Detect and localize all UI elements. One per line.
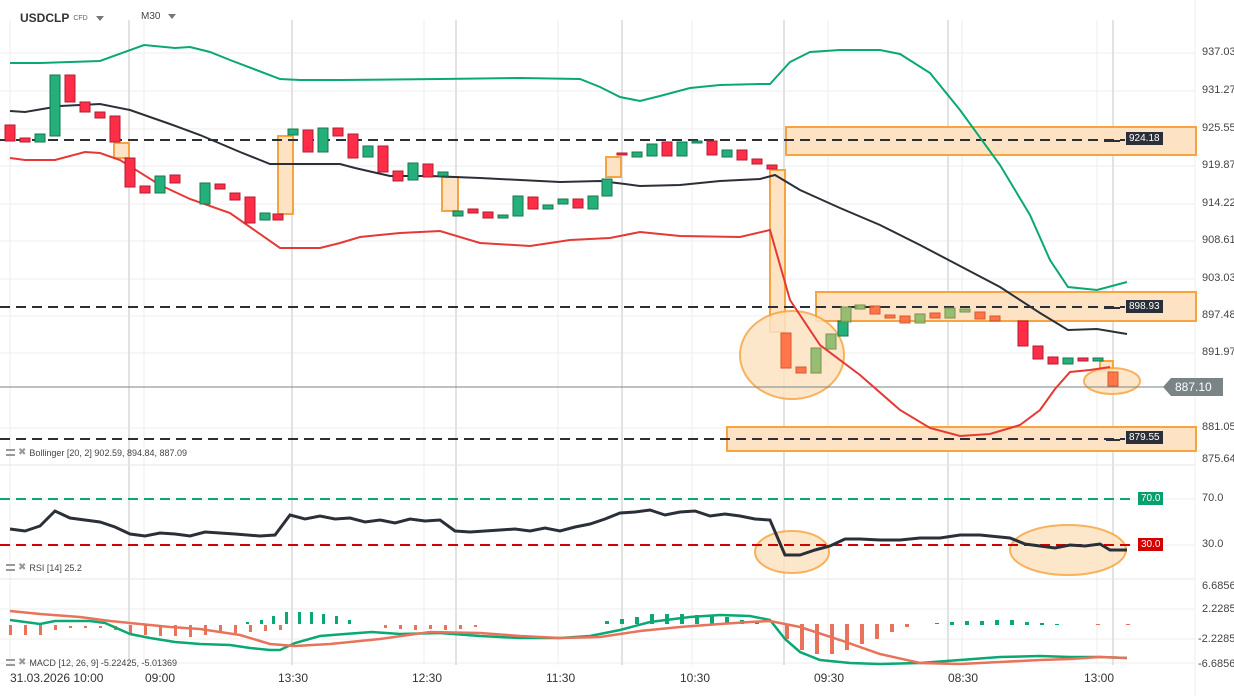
- settings-icon[interactable]: [6, 449, 15, 456]
- macd-tick: -2.22854: [1198, 633, 1234, 645]
- price-tick: 891.97: [1202, 346, 1234, 358]
- close-icon[interactable]: ✖: [18, 447, 27, 458]
- symbol-selector[interactable]: USDCLP CFD: [20, 11, 104, 25]
- close-icon[interactable]: ✖: [18, 657, 27, 668]
- macd-line: [9, 613, 1128, 666]
- time-tick: 13:30: [278, 671, 309, 685]
- price-tick: 919.87: [1202, 159, 1234, 171]
- macd-label: MACD [12, 26, 9] -5.22425, -5.01369: [29, 657, 177, 668]
- level-tag[interactable]: 879.55: [1126, 431, 1163, 444]
- time-tick: 11:30: [546, 671, 576, 685]
- bollinger-upper: [10, 43, 1128, 292]
- macd-legend[interactable]: ✖ MACD [12, 26, 9] -5.22425, -5.01369: [6, 657, 177, 668]
- bollinger-middle: [9, 102, 1128, 335]
- level-handle: [1106, 439, 1120, 441]
- price-tick: 937.03: [1202, 46, 1234, 58]
- bollinger-lower: [9, 150, 1111, 438]
- time-tick: 12:30: [412, 671, 443, 685]
- price-tag-arrow: [1163, 378, 1171, 396]
- price-tick: 897.48: [1202, 309, 1234, 321]
- time-tick: 08:30: [948, 671, 979, 685]
- price-tick: 908.61: [1202, 234, 1234, 246]
- grid: [0, 20, 1195, 665]
- rsi-upper-tag: 70.0: [1138, 492, 1164, 505]
- rsi-line: [9, 508, 1127, 557]
- current-price-tag: 887.10: [1171, 378, 1223, 396]
- settings-icon[interactable]: [6, 659, 15, 666]
- time-tick: 13:00: [1084, 671, 1115, 685]
- rsi-tick: 70.0: [1202, 492, 1224, 504]
- time-tick: 10:30: [680, 671, 711, 685]
- time-tick: 31.03.2026 10:00: [10, 671, 104, 685]
- day-separators: [128, 20, 1114, 665]
- time-tick: 09:00: [145, 671, 176, 685]
- price-tick: 881.05: [1202, 421, 1234, 433]
- price-tick: 931.27: [1202, 84, 1234, 96]
- macd-signal-line: [9, 609, 1128, 666]
- price-tick: 925.55: [1202, 122, 1234, 134]
- macd-tick: -6.68561: [1198, 658, 1234, 670]
- instrument-type: CFD: [73, 14, 88, 22]
- rsi-label: RSI [14] 25.2: [29, 562, 82, 573]
- macd-tick: 2.22854: [1202, 603, 1234, 615]
- price-tick: 875.64: [1202, 453, 1234, 465]
- timeframe-selector[interactable]: M30: [141, 11, 177, 22]
- close-icon[interactable]: ✖: [18, 562, 27, 573]
- candles[interactable]: [4, 74, 1119, 387]
- bollinger-legend[interactable]: ✖ Bollinger [20, 2] 902.59, 894.84, 887.…: [6, 447, 187, 458]
- price-tick: 914.22: [1202, 197, 1234, 209]
- symbol-name: USDCLP: [20, 11, 70, 25]
- macd-tick: 6.68561: [1202, 580, 1234, 592]
- chevron-down-icon: [95, 15, 104, 21]
- level-tag[interactable]: 898.93: [1126, 300, 1163, 313]
- level-handle: [1104, 140, 1120, 142]
- settings-icon[interactable]: [6, 564, 15, 571]
- price-tick: 903.03: [1202, 272, 1234, 284]
- rsi-legend[interactable]: ✖ RSI [14] 25.2: [6, 562, 82, 573]
- bollinger-label: Bollinger [20, 2] 902.59, 894.84, 887.09: [29, 447, 188, 458]
- horizontal-levels[interactable]: [0, 139, 1125, 440]
- time-tick: 09:30: [814, 671, 845, 685]
- rsi-lower-tag: 30.0: [1138, 538, 1164, 551]
- level-tag[interactable]: 924.18: [1126, 132, 1163, 145]
- rsi-tick: 30.0: [1202, 538, 1224, 550]
- level-handle: [1104, 307, 1120, 309]
- timeframe-label: M30: [141, 11, 161, 22]
- chevron-down-icon: [168, 14, 177, 19]
